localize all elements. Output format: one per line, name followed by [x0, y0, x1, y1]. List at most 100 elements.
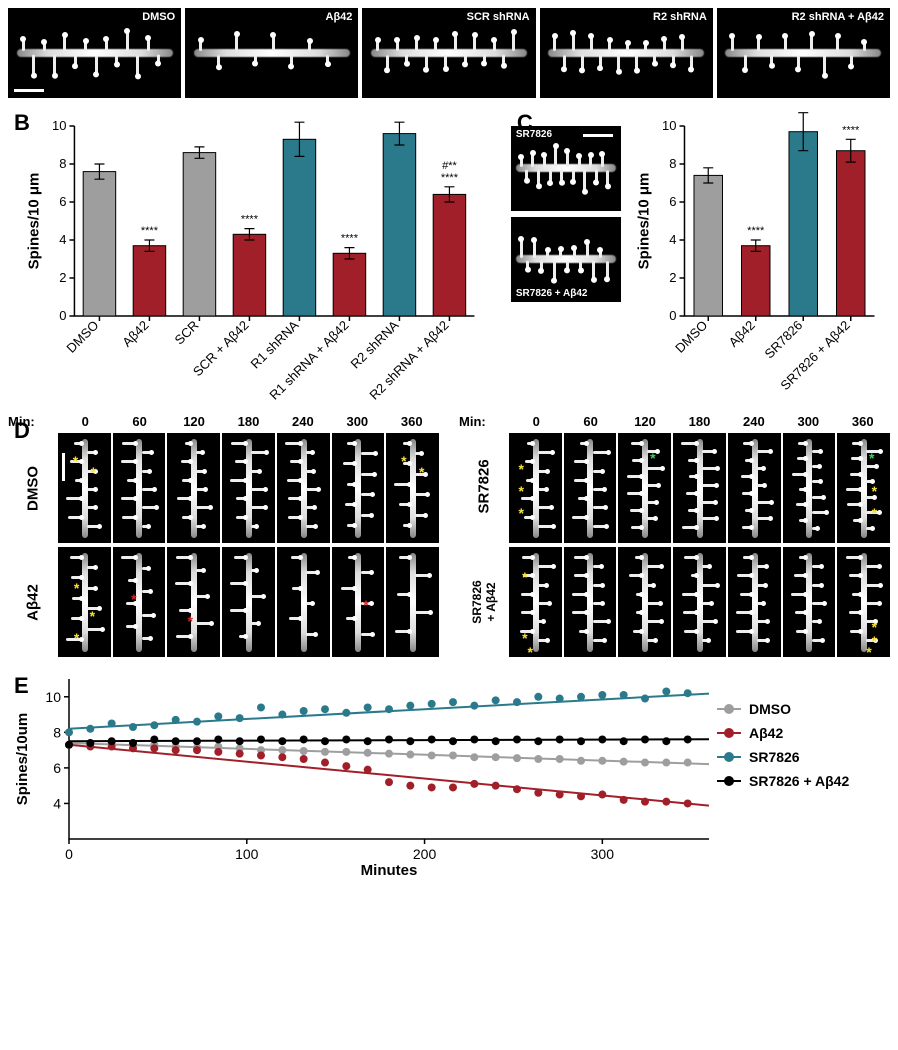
star-marker: * [872, 633, 877, 649]
timepoint-label: 60 [563, 414, 617, 433]
micrograph: ** [58, 433, 111, 543]
star-marker: * [518, 461, 523, 477]
svg-text:0: 0 [669, 308, 676, 323]
svg-text:2: 2 [669, 270, 676, 285]
panel-e-label: E [14, 673, 29, 699]
micrograph [728, 547, 781, 657]
star-marker: * [650, 450, 655, 466]
svg-text:Spines/10 μm: Spines/10 μm [25, 173, 42, 270]
micrograph: * [618, 433, 671, 543]
micrograph-label: SCR shRNA [467, 11, 530, 23]
micrograph [673, 547, 726, 657]
panel-c: C SR7826SR7826 + Aβ42 0246810Spines/10 μ… [511, 106, 890, 406]
star-marker: * [872, 483, 877, 499]
panel-d-label: D [14, 418, 30, 444]
svg-text:DMSO: DMSO [63, 318, 101, 356]
panel-b-label: B [14, 110, 30, 136]
micrograph: DMSO [8, 8, 181, 98]
svg-text:****: **** [241, 214, 259, 226]
star-marker: * [73, 453, 78, 469]
micrograph: * [332, 547, 385, 657]
micrograph: *** [509, 547, 562, 657]
micrograph [386, 547, 439, 657]
micrograph: SR7826 [511, 126, 621, 211]
svg-text:SR7826: SR7826 [762, 318, 806, 362]
svg-text:8: 8 [669, 156, 676, 171]
micrograph [332, 433, 385, 543]
svg-text:****: **** [341, 233, 359, 245]
svg-text:****: **** [842, 124, 860, 136]
svg-text:0: 0 [59, 308, 66, 323]
panel-d: Min:060120180240300360DMSO****Aβ42******… [8, 414, 890, 661]
micrograph: *** [509, 433, 562, 543]
micrograph: ** [386, 433, 439, 543]
row-label: DMSO [25, 463, 42, 513]
micrograph [222, 433, 275, 543]
timepoint-label: 360 [836, 414, 890, 433]
micrograph-label: R2 shRNA [653, 11, 707, 23]
timepoint-label: 300 [330, 414, 384, 433]
svg-text:Spines/10um: Spines/10um [14, 713, 31, 806]
scalebar [14, 89, 44, 92]
micrograph-label: R2 shRNA + Aβ42 [792, 11, 884, 23]
micrograph: * [113, 547, 166, 657]
micrograph: *** [58, 547, 111, 657]
svg-text:8: 8 [59, 156, 66, 171]
svg-text:SCR: SCR [172, 318, 202, 348]
svg-text:****: **** [141, 225, 159, 237]
row-label: SR7826 [476, 463, 493, 513]
micrograph [167, 433, 220, 543]
svg-text:#**: #** [442, 160, 457, 172]
star-marker: * [187, 613, 192, 629]
micrograph: SCR shRNA [362, 8, 535, 98]
svg-text:0: 0 [65, 846, 73, 862]
svg-text:200: 200 [413, 846, 437, 862]
micrograph-label: DMSO [142, 11, 175, 23]
svg-text:****: **** [441, 172, 459, 184]
svg-text:4: 4 [53, 795, 61, 811]
star-marker: * [74, 630, 79, 646]
star-marker: * [74, 580, 79, 596]
timepoint-label: 300 [781, 414, 835, 433]
micrograph [222, 547, 275, 657]
chart-b: 0246810Spines/10 μmDMSO****Aβ42SCR****SC… [8, 106, 501, 406]
micrograph: * * * [837, 433, 890, 543]
micrograph [783, 547, 836, 657]
panel-c-images: SR7826SR7826 + Aβ42 [511, 106, 621, 406]
star-marker: * [866, 644, 871, 657]
micrograph-label: Aβ42 [326, 11, 353, 23]
star-marker: * [401, 453, 406, 469]
svg-text:6: 6 [669, 194, 676, 209]
svg-text:R1 shRNA: R1 shRNA [248, 317, 302, 371]
star-marker: * [518, 483, 523, 499]
svg-text:Aβ42: Aβ42 [119, 318, 151, 350]
micrograph [277, 433, 330, 543]
svg-text:10: 10 [45, 689, 61, 705]
timepoint-label: 60 [112, 414, 166, 433]
star-marker: * [872, 505, 877, 521]
star-marker: * [363, 597, 368, 613]
star-marker: * [419, 464, 424, 480]
svg-text:6: 6 [59, 194, 66, 209]
svg-text:DMSO: DMSO [749, 701, 791, 717]
row-label: SR7826+ Aβ42 [470, 577, 498, 627]
micrograph: Aβ42 [185, 8, 358, 98]
star-marker: * [869, 450, 874, 466]
star-marker: * [91, 464, 96, 480]
figure: A DMSOAβ42SCR shRNAR2 shRNAR2 shRNA + Aβ… [8, 8, 890, 879]
micrograph: R2 shRNA + Aβ42 [717, 8, 890, 98]
scalebar [583, 134, 613, 137]
micrograph [783, 433, 836, 543]
timepoint-label: 0 [58, 414, 112, 433]
svg-text:8: 8 [53, 724, 61, 740]
svg-text:Spines/10 μm: Spines/10 μm [636, 173, 653, 270]
timepoint-label: 240 [276, 414, 330, 433]
svg-text:SR7826: SR7826 [749, 749, 800, 765]
timepoint-label: 240 [727, 414, 781, 433]
row-label: Aβ42 [25, 577, 42, 627]
timepoint-label: 0 [509, 414, 563, 433]
panel-b: B 0246810Spines/10 μmDMSO****Aβ42SCR****… [8, 106, 501, 406]
min-label: Min: [459, 414, 509, 429]
panel-a-container: A DMSOAβ42SCR shRNAR2 shRNAR2 shRNA + Aβ… [8, 8, 890, 98]
svg-text:6: 6 [53, 760, 61, 776]
